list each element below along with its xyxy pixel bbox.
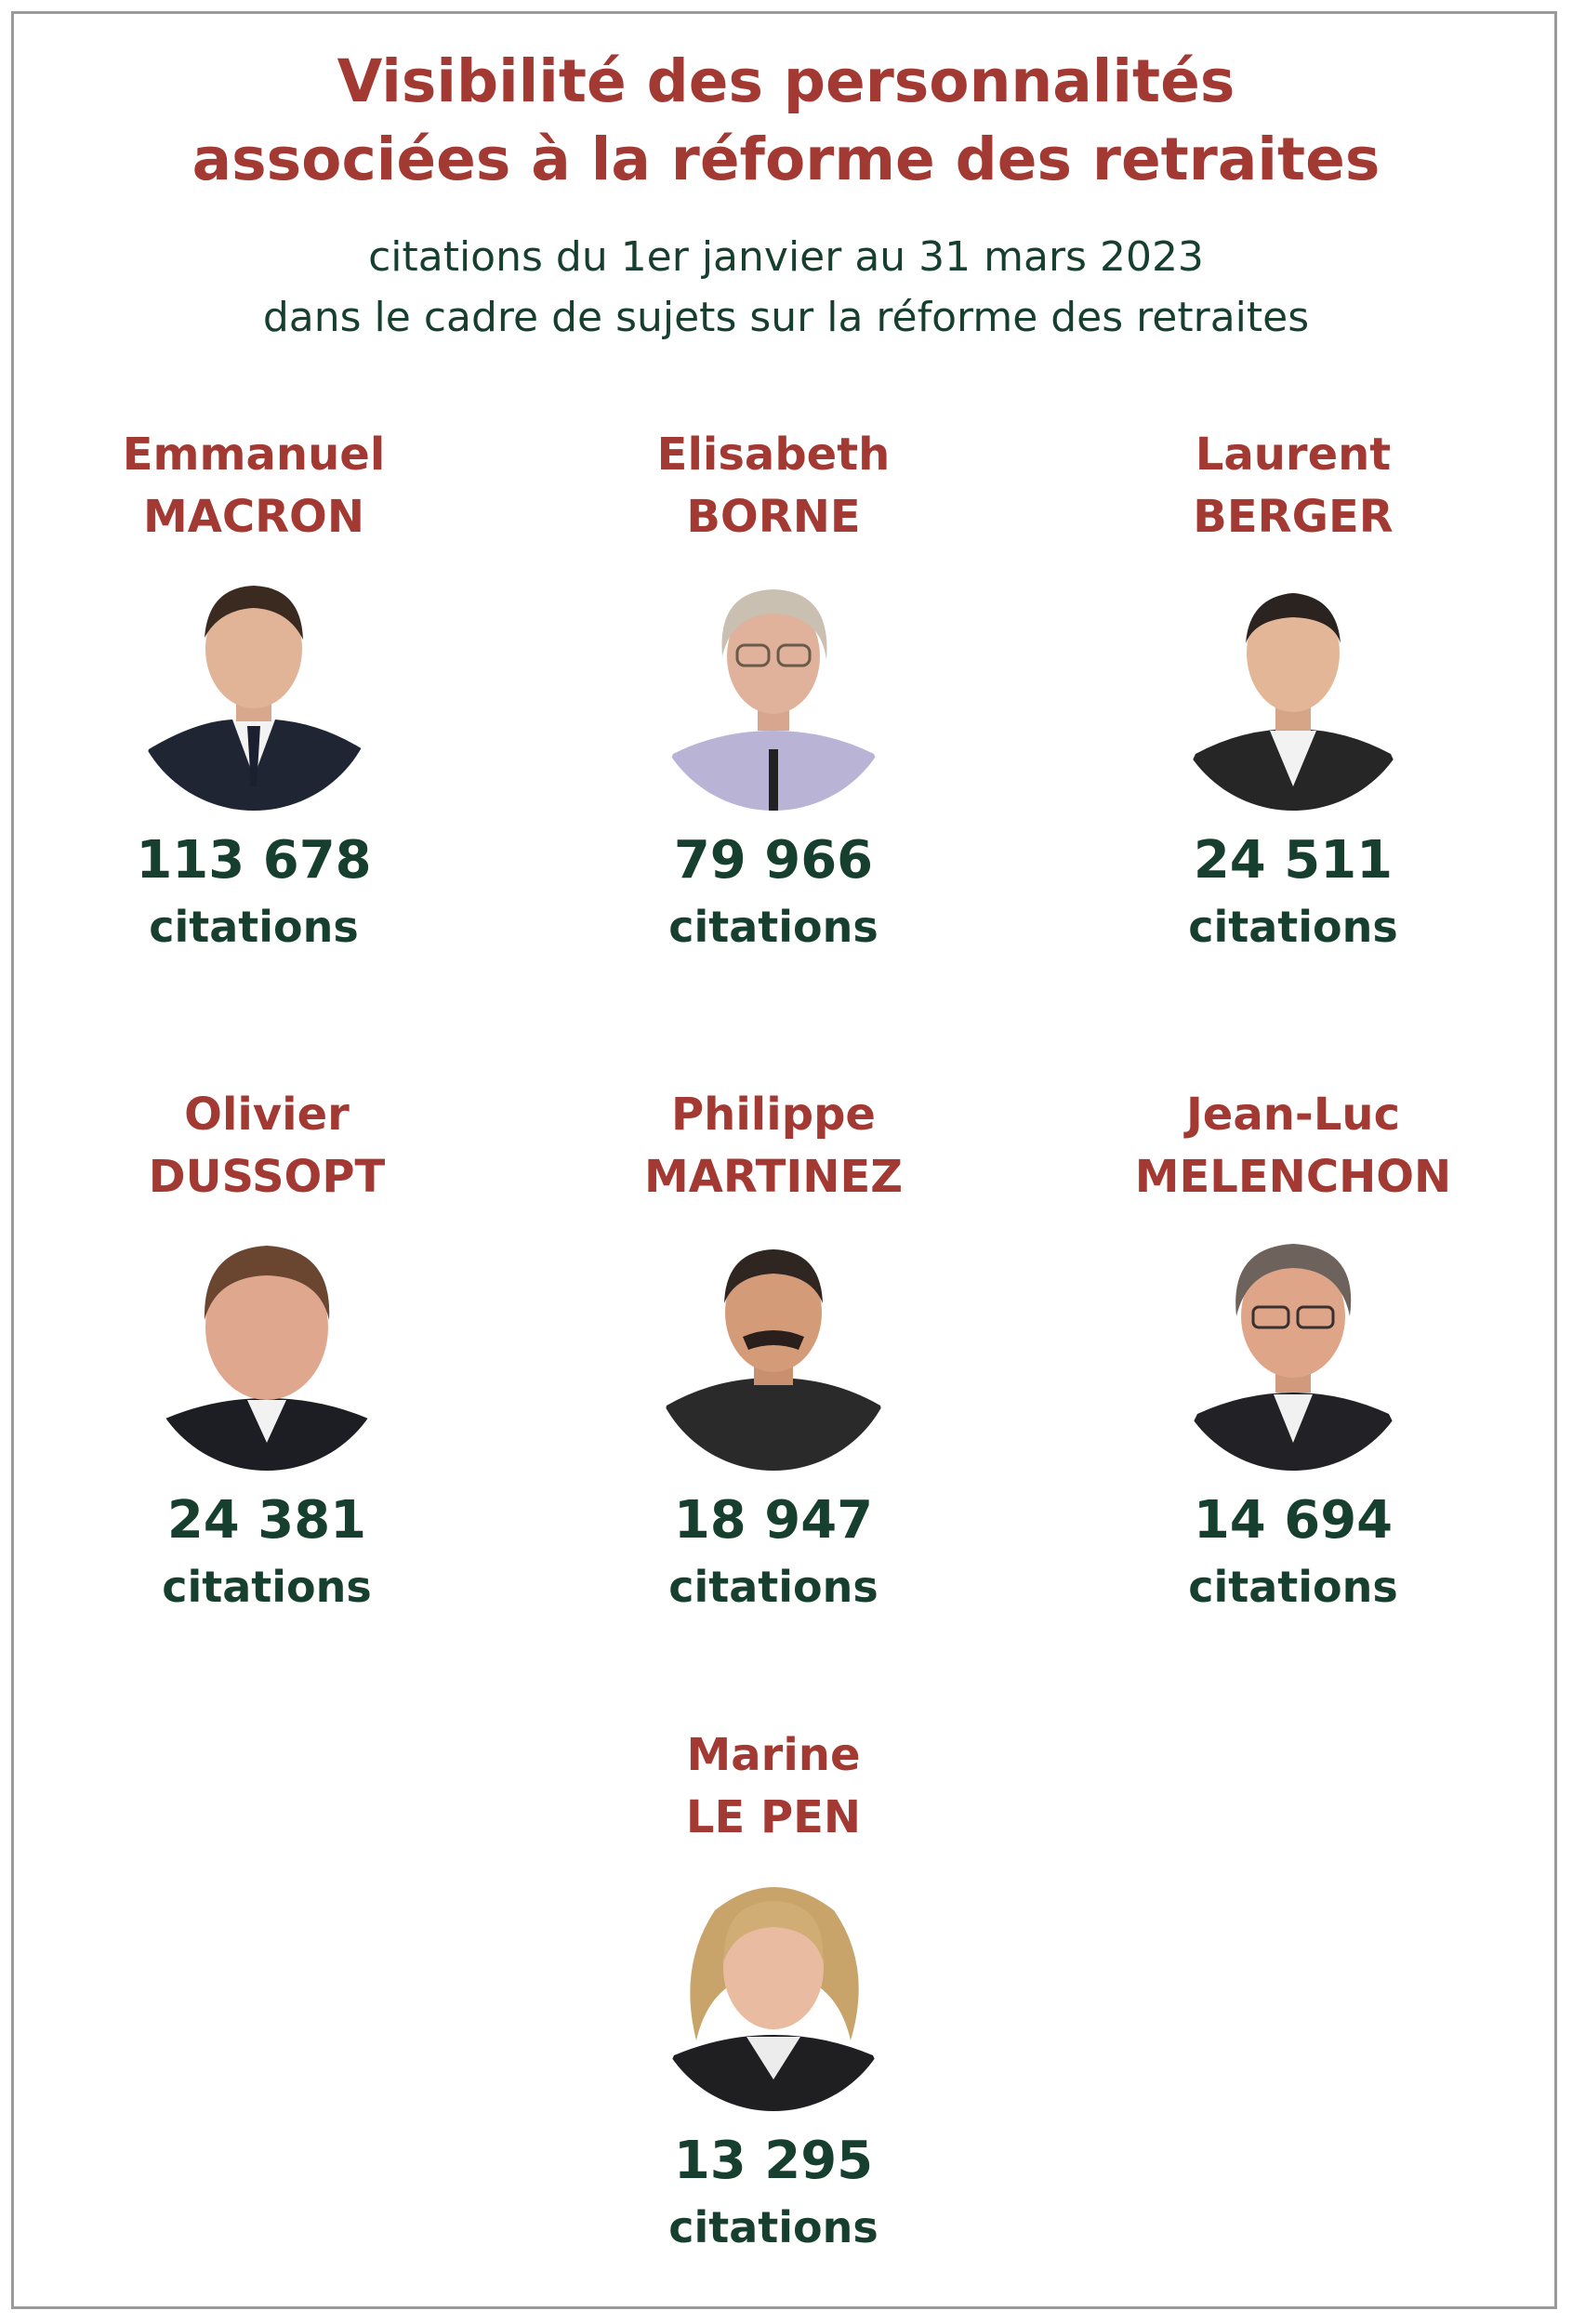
person-name: Laurent BERGER (1070, 424, 1516, 548)
first-name: Elisabeth (656, 429, 891, 481)
citation-unit: citations (668, 1562, 878, 1612)
citation-unit: citations (162, 1562, 372, 1612)
person-card-lepen: Marine LE PEN 13 295 citations (550, 1724, 997, 2256)
first-name: Philippe (671, 1089, 876, 1141)
person-name: Olivier DUSSOPT (44, 1084, 490, 1208)
last-name: BORNE (686, 491, 861, 543)
page-title: Visibilité des personnalités associées à… (0, 43, 1572, 199)
first-name: Marine (686, 1729, 861, 1781)
title-line-2: associées à la réforme des retraites (192, 125, 1380, 193)
person-name: Elisabeth BORNE (550, 424, 997, 548)
citation-count: 113 678 (136, 830, 372, 891)
person-name: Marine LE PEN (550, 1724, 997, 1849)
person-name: Emmanuel MACRON (31, 424, 477, 548)
person-card-melenchon: Jean-Luc MELENCHON 14 694 citations (1070, 1084, 1516, 1616)
citation-unit: citations (668, 2202, 878, 2252)
last-name: MARTINEZ (643, 1151, 904, 1203)
citation-count: 13 295 (673, 2131, 874, 2191)
last-name: DUSSOPT (148, 1151, 386, 1203)
citation-unit: citations (149, 902, 359, 952)
portrait-macron-icon (130, 563, 377, 811)
first-name: Emmanuel (122, 429, 386, 481)
person-name: Philippe MARTINEZ (550, 1084, 997, 1208)
portrait-borne-icon (650, 563, 897, 811)
citation-count: 24 511 (1193, 830, 1394, 891)
citation-count: 24 381 (166, 1490, 367, 1551)
person-card-berger: Laurent BERGER 24 511 citations (1070, 424, 1516, 956)
portrait-berger-icon (1169, 563, 1417, 811)
person-name: Jean-Luc MELENCHON (1070, 1084, 1516, 1208)
first-name: Jean-Luc (1185, 1089, 1401, 1141)
first-name: Olivier (184, 1089, 350, 1141)
last-name: BERGER (1193, 491, 1394, 543)
last-name: LE PEN (685, 1791, 862, 1843)
subtitle-line-2: dans le cadre de sujets sur la réforme d… (262, 294, 1310, 341)
citation-unit: citations (1188, 1562, 1398, 1612)
subtitle-line-1: citations du 1er janvier au 31 mars 2023 (368, 233, 1204, 281)
last-name: MELENCHON (1134, 1151, 1452, 1203)
title-line-1: Visibilité des personnalités (337, 47, 1235, 115)
portrait-melenchon-icon (1169, 1223, 1417, 1471)
portrait-lepen-icon (650, 1864, 897, 2111)
portrait-dussopt-icon (143, 1223, 390, 1471)
last-name: MACRON (142, 491, 365, 543)
person-card-borne: Elisabeth BORNE 79 966 citations (550, 424, 997, 956)
portrait-martinez-icon (650, 1223, 897, 1471)
person-card-macron: Emmanuel MACRON 113 678 citations (31, 424, 477, 956)
first-name: Laurent (1195, 429, 1392, 481)
citation-count: 79 966 (673, 830, 874, 891)
citation-unit: citations (668, 902, 878, 952)
citation-unit: citations (1188, 902, 1398, 952)
person-card-dussopt: Olivier DUSSOPT 24 381 citations (44, 1084, 490, 1616)
page-subtitle: citations du 1er janvier au 31 mars 2023… (0, 227, 1572, 348)
citation-count: 18 947 (673, 1490, 874, 1551)
person-card-martinez: Philippe MARTINEZ 18 947 citations (550, 1084, 997, 1616)
citation-count: 14 694 (1193, 1490, 1394, 1551)
